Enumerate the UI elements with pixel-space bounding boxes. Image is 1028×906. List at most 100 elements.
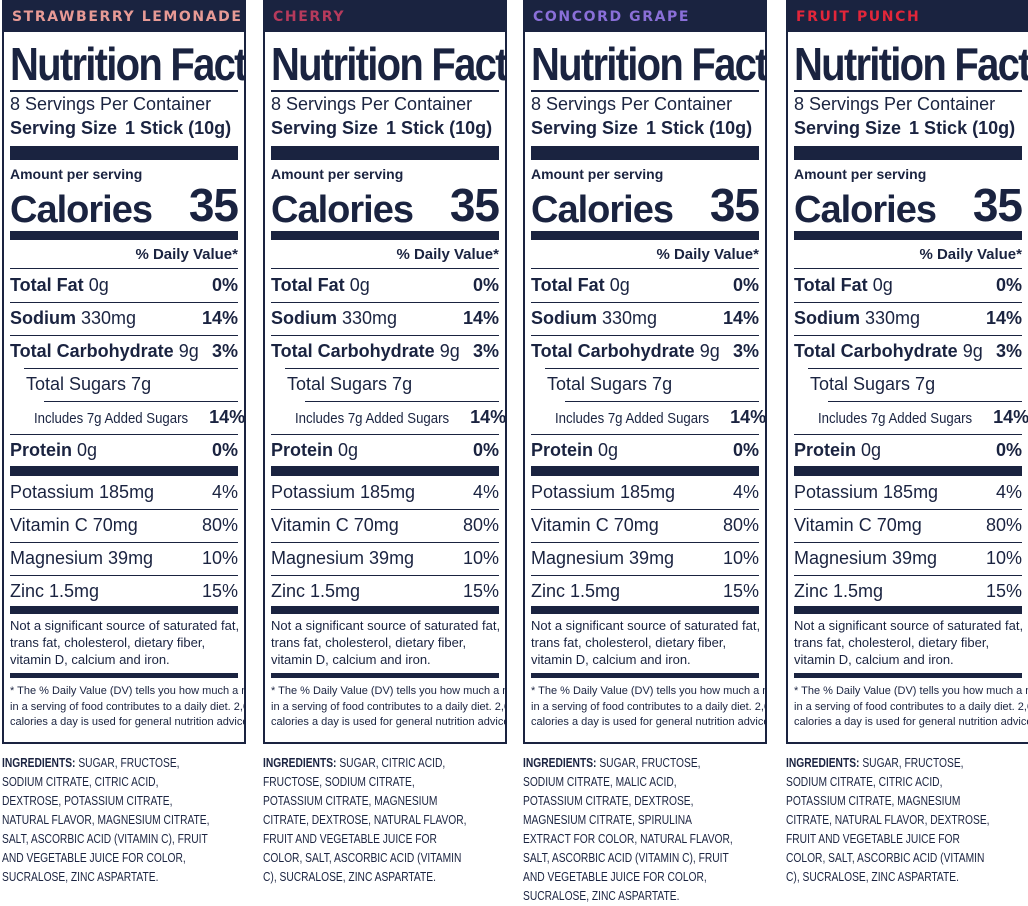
- added-sugars-row: Includes 7g Added Sugars 14%: [34, 407, 246, 427]
- divider: [794, 268, 1022, 269]
- ingredients-label: INGREDIENTS:: [523, 756, 597, 770]
- serving-size: Serving Size 1 Stick (10g): [10, 118, 232, 138]
- nutrition-facts-title: Nutrition Facts: [10, 38, 246, 90]
- thick-divider: [10, 231, 238, 240]
- magnesium-row: Magnesium 39mg 10%: [794, 548, 1022, 568]
- divider: [531, 542, 759, 543]
- calories-value: 35: [709, 179, 760, 231]
- divider: [10, 268, 238, 269]
- divider: [531, 90, 759, 92]
- added-sugars-row: Includes 7g Added Sugars 14%: [555, 407, 767, 427]
- zinc-row: Zinc 1.5mg 15%: [794, 581, 1022, 601]
- total-carbohydrate-row: Total Carbohydrate 9g 3%: [794, 341, 1022, 361]
- total-carbohydrate-row: Total Carbohydrate 9g 3%: [531, 341, 759, 361]
- ingredients-list: INGREDIENTS: SUGAR, FRUCTOSE, SODIUM CIT…: [2, 754, 212, 887]
- serving-size: Serving Size 1 Stick (10g): [531, 118, 753, 138]
- servings-per-container: 8 Servings Per Container: [531, 94, 733, 114]
- amount-per-serving: Amount per serving: [10, 166, 143, 182]
- divider: [794, 90, 1022, 92]
- nutrition-facts-title: Nutrition Facts: [794, 38, 1028, 90]
- divider: [271, 335, 499, 336]
- nutrition-panel-1: STRAWBERRY LEMONADE Nutrition Facts 8 Se…: [2, 0, 246, 884]
- daily-value-footnote: * The % Daily Value (DV) tells you how m…: [271, 685, 507, 728]
- divider: [271, 509, 499, 510]
- calories-row: Calories 35: [531, 178, 760, 232]
- divider: [545, 368, 759, 369]
- potassium-row: Potassium 185mg 4%: [10, 482, 238, 502]
- divider: [271, 302, 499, 303]
- daily-value-header: % Daily Value*: [135, 246, 238, 263]
- calories-value: 35: [449, 179, 500, 231]
- thick-divider: [271, 466, 499, 476]
- thick-divider: [794, 146, 1022, 160]
- ingredients-text: SUGAR, FRUCTOSE, SODIUM CITRATE, MALIC A…: [523, 756, 733, 903]
- servings-per-container: 8 Servings Per Container: [10, 94, 212, 114]
- total-fat-row: Total Fat 0g 0%: [531, 275, 759, 295]
- divider: [794, 302, 1022, 303]
- thick-divider: [794, 673, 1022, 678]
- added-sugars-row: Includes 7g Added Sugars 14%: [295, 407, 507, 427]
- ingredients-label: INGREDIENTS:: [2, 756, 76, 770]
- daily-value-header: % Daily Value*: [656, 246, 759, 263]
- nutrition-facts-label: Nutrition Facts 8 Servings Per Container…: [523, 32, 767, 744]
- total-sugars-row: Total Sugars 7g: [810, 374, 936, 394]
- total-sugars-row: Total Sugars 7g: [547, 374, 673, 394]
- sodium-row: Sodium 330mg 14%: [531, 308, 759, 328]
- thick-divider: [531, 606, 759, 614]
- thick-divider: [531, 146, 759, 160]
- magnesium-row: Magnesium 39mg 10%: [10, 548, 238, 568]
- nutrition-facts-label: Nutrition Facts 8 Servings Per Container…: [2, 32, 246, 744]
- flavor-name: STRAWBERRY LEMONADE: [2, 0, 246, 32]
- ingredients-text: SUGAR, CITRIC ACID, FRUCTOSE, SODIUM CIT…: [263, 756, 467, 884]
- divider: [531, 335, 759, 336]
- divider: [44, 401, 238, 402]
- amount-per-serving: Amount per serving: [794, 166, 927, 182]
- thick-divider: [271, 673, 499, 678]
- divider: [271, 434, 499, 435]
- serving-size: Serving Size 1 Stick (10g): [271, 118, 493, 138]
- nutrition-facts-title: Nutrition Facts: [531, 38, 767, 90]
- total-carbohydrate-row: Total Carbohydrate 9g 3%: [10, 341, 238, 361]
- calories-label: Calories: [531, 189, 674, 231]
- vitamin-c-row: Vitamin C 70mg 80%: [794, 515, 1022, 535]
- divider: [794, 542, 1022, 543]
- total-carbohydrate-row: Total Carbohydrate 9g 3%: [271, 341, 499, 361]
- thick-divider: [794, 606, 1022, 614]
- vitamin-c-row: Vitamin C 70mg 80%: [531, 515, 759, 535]
- divider: [10, 575, 238, 576]
- nutrition-panel-2: CHERRY Nutrition Facts 8 Servings Per Co…: [263, 0, 507, 884]
- calories-value: 35: [188, 179, 239, 231]
- daily-value-footnote: * The % Daily Value (DV) tells you how m…: [794, 685, 1028, 728]
- divider: [271, 268, 499, 269]
- nutrition-panel-4: FRUIT PUNCH Nutrition Facts 8 Servings P…: [786, 0, 1028, 884]
- calories-label: Calories: [794, 189, 937, 231]
- divider: [10, 434, 238, 435]
- ingredients-list: INGREDIENTS: SUGAR, FRUCTOSE, SODIUM CIT…: [523, 754, 733, 906]
- protein-row: Protein 0g 0%: [271, 440, 499, 460]
- divider: [10, 302, 238, 303]
- divider: [271, 90, 499, 92]
- protein-row: Protein 0g 0%: [10, 440, 238, 460]
- vitamin-c-row: Vitamin C 70mg 80%: [271, 515, 499, 535]
- divider: [24, 368, 238, 369]
- nutrition-panel-3: CONCORD GRAPE Nutrition Facts 8 Servings…: [523, 0, 767, 903]
- divider: [794, 335, 1022, 336]
- divider: [10, 90, 238, 92]
- daily-value-header: % Daily Value*: [919, 246, 1022, 263]
- not-significant-note: Not a significant source of saturated fa…: [271, 618, 501, 667]
- nutrition-facts-label: Nutrition Facts 8 Servings Per Container…: [263, 32, 507, 744]
- serving-size: Serving Size 1 Stick (10g): [794, 118, 1016, 138]
- total-sugars-row: Total Sugars 7g: [26, 374, 152, 394]
- divider: [531, 575, 759, 576]
- total-fat-row: Total Fat 0g 0%: [271, 275, 499, 295]
- daily-value-footnote: * The % Daily Value (DV) tells you how m…: [531, 685, 767, 728]
- thick-divider: [10, 673, 238, 678]
- divider: [794, 509, 1022, 510]
- not-significant-note: Not a significant source of saturated fa…: [794, 618, 1024, 667]
- divider: [531, 509, 759, 510]
- total-fat-row: Total Fat 0g 0%: [10, 275, 238, 295]
- zinc-row: Zinc 1.5mg 15%: [531, 581, 759, 601]
- divider: [10, 335, 238, 336]
- flavor-name: CHERRY: [263, 0, 507, 32]
- thick-divider: [10, 146, 238, 160]
